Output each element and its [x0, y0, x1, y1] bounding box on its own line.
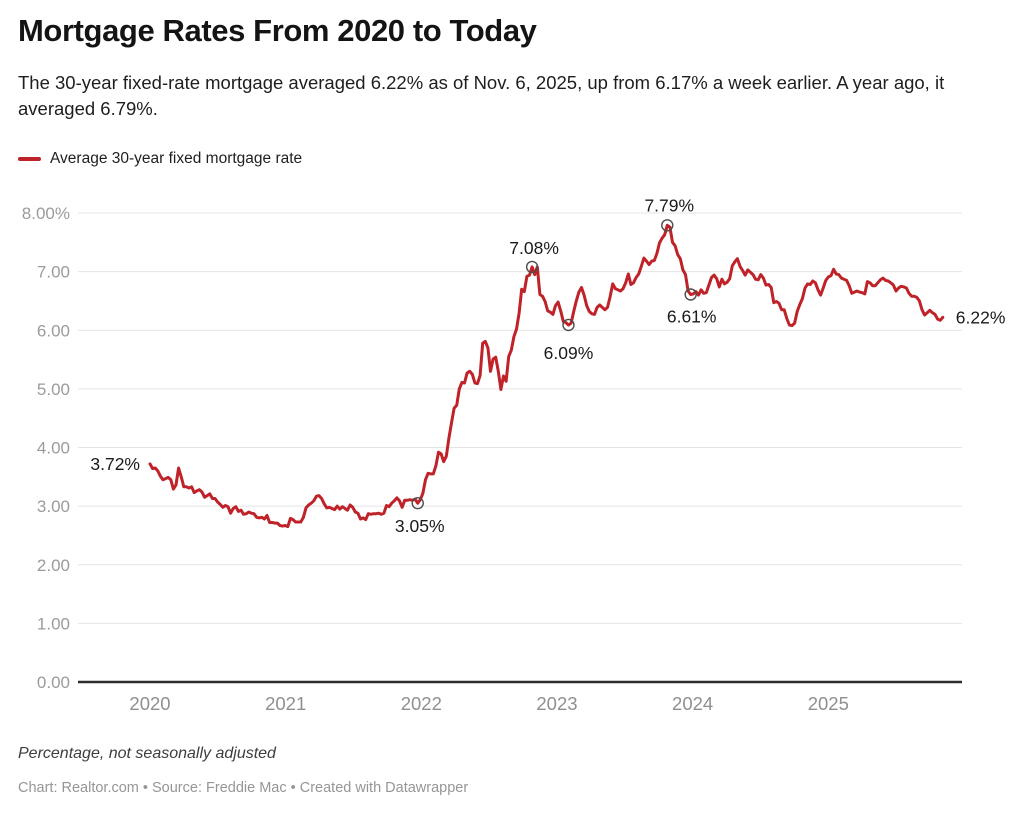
annotation-label: 3.05%	[395, 516, 445, 536]
y-tick-label: 8.00%	[22, 204, 70, 223]
annotation-label: 6.09%	[544, 343, 594, 363]
x-tick-label: 2025	[808, 693, 849, 714]
y-tick-label: 0.00	[37, 673, 70, 692]
legend-line-swatch-icon	[18, 157, 41, 161]
annotation-marker	[411, 496, 424, 510]
x-tick-label: 2023	[536, 693, 577, 714]
annotation-label: 7.79%	[644, 195, 694, 215]
legend: Average 30-year fixed mortgage rate	[18, 150, 302, 168]
y-tick-label: 1.00	[37, 614, 70, 633]
annotation-marker	[684, 288, 697, 301]
y-tick-label: 5.00	[37, 380, 70, 399]
y-tick-label: 6.00	[37, 321, 70, 340]
x-tick-label: 2020	[129, 693, 170, 714]
y-tick-label: 2.00	[37, 556, 70, 575]
annotation-marker	[661, 219, 674, 232]
annotation-label: 6.61%	[667, 306, 717, 326]
line-chart: 8.00% 7.00 6.00 5.00 4.00 3.00 2.00 1.00 0.00 202…	[0, 180, 1024, 740]
y-tick-label: 3.00	[37, 497, 70, 516]
y-tick-label: 4.00	[37, 439, 70, 458]
x-tick-label: 2024	[672, 693, 713, 714]
x-tick-label: 2022	[401, 693, 442, 714]
annotation-label: 3.72%	[90, 454, 140, 474]
annotation-label: 7.08%	[509, 238, 559, 258]
rate-line	[148, 223, 945, 529]
chart-canvas: 8.00% 7.00 6.00 5.00 4.00 3.00 2.00 1.00 0.00 202…	[22, 195, 1006, 714]
y-tick-label: 7.00	[37, 263, 70, 282]
legend-label: Average 30-year fixed mortgage rate	[50, 150, 303, 167]
annotation-marker	[562, 318, 575, 332]
chart-subtitle: The 30-year fixed-rate mortgage averaged…	[18, 72, 945, 119]
annotation-marker	[525, 260, 539, 274]
chart-title: Mortgage Rates From 2020 to Today	[18, 13, 537, 48]
annotation-label: 6.22%	[956, 307, 1006, 327]
chart-byline: Chart: Realtor.com • Source: Freddie Mac…	[18, 780, 469, 796]
x-tick-label: 2021	[265, 693, 306, 714]
chart-footnote: Percentage, not seasonally adjusted	[18, 745, 276, 762]
